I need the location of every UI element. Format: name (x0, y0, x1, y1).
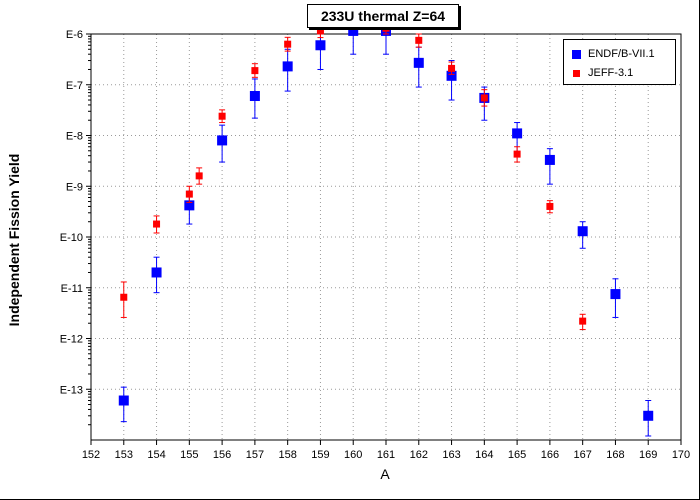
x-tick-label: 162 (410, 449, 428, 461)
legend-item-jeff: JEFF-3.1 (572, 67, 633, 79)
y-tick-label: E-10 (60, 232, 83, 244)
data-point (513, 150, 521, 158)
x-tick-label: 156 (213, 449, 231, 461)
data-point (195, 172, 203, 180)
data-point (512, 128, 523, 139)
x-tick-label: 154 (147, 449, 165, 461)
data-point (348, 25, 359, 36)
x-tick-label: 158 (278, 449, 296, 461)
data-point (120, 293, 128, 301)
data-point (415, 36, 423, 44)
data-point (448, 64, 456, 72)
data-point (546, 202, 554, 210)
x-tick-label: 159 (311, 449, 329, 461)
data-point (217, 135, 228, 146)
x-axis-label: A (380, 466, 390, 482)
y-tick-label: E-6 (66, 29, 83, 41)
x-tick-label: 167 (573, 449, 591, 461)
y-tick-label: E-12 (60, 334, 83, 346)
chart-legend: ENDF/B-VII.1 JEFF-3.1 (563, 39, 676, 85)
data-point (480, 94, 488, 102)
x-tick-label: 169 (639, 449, 657, 461)
x-tick-label: 165 (508, 449, 526, 461)
y-axis-label: Independent Fission Yield (6, 153, 22, 327)
chart-title: 233U thermal Z=64 (307, 4, 459, 28)
y-tick-label: E-9 (66, 181, 83, 193)
legend-label-jeff: JEFF-3.1 (588, 67, 634, 79)
data-point (544, 154, 555, 165)
data-point (249, 91, 260, 102)
data-point (151, 267, 162, 278)
legend-swatch-jeff (573, 69, 580, 77)
x-tick-label: 163 (442, 449, 460, 461)
x-tick-label: 153 (115, 449, 133, 461)
data-point (284, 40, 292, 48)
x-tick-label: 168 (606, 449, 624, 461)
data-point (446, 70, 457, 81)
data-point (316, 27, 324, 35)
data-point (577, 226, 588, 237)
data-point (251, 67, 259, 75)
y-tick-label: E-7 (66, 80, 83, 92)
data-point (643, 410, 654, 421)
data-point (185, 190, 193, 198)
legend-label-endf: ENDF/B-VII.1 (588, 48, 655, 60)
y-tick-label: E-13 (60, 384, 83, 396)
legend-swatch-endf (572, 49, 581, 59)
y-tick-label: E-11 (61, 283, 83, 295)
x-tick-label: 166 (541, 449, 559, 461)
x-tick-label: 161 (377, 449, 395, 461)
data-point (282, 61, 293, 72)
data-point (610, 289, 621, 300)
data-point (315, 40, 326, 51)
x-tick-label: 155 (180, 449, 198, 461)
x-tick-label: 152 (82, 449, 100, 461)
legend-item-endf: ENDF/B-VII.1 (572, 48, 655, 60)
data-point (184, 200, 195, 211)
data-point (579, 317, 587, 325)
data-point (153, 220, 161, 228)
x-tick-label: 157 (246, 449, 264, 461)
data-point (413, 57, 424, 68)
x-tick-label: 170 (672, 449, 690, 461)
data-point (382, 24, 390, 32)
x-tick-label: 164 (475, 449, 493, 461)
y-tick-label: E-8 (66, 131, 83, 143)
data-point (118, 395, 129, 406)
x-tick-label: 160 (344, 449, 362, 461)
data-point (218, 112, 226, 120)
